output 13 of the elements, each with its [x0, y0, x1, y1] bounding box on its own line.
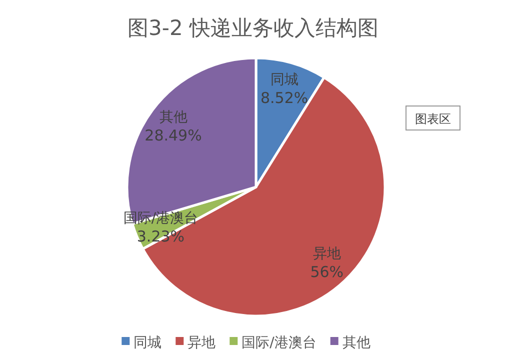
slice-label: 其他	[159, 109, 188, 126]
slice-label: 同城	[270, 72, 298, 88]
legend-label: 其他	[342, 335, 370, 351]
legend-label: 国际/港澳台	[242, 335, 316, 351]
legend-label: 异地	[188, 335, 216, 351]
annotation: 图表区	[406, 106, 460, 130]
legend-label: 同城	[134, 335, 162, 351]
chart-title: 图3-2 快递业务收入结构图	[128, 16, 378, 40]
slice-label: 异地	[312, 246, 341, 262]
data-label: 28.49%	[144, 126, 202, 144]
data-label: 56%	[310, 262, 344, 281]
data-label: 8.52%	[260, 88, 308, 107]
data-label: 3.23%	[136, 228, 185, 246]
